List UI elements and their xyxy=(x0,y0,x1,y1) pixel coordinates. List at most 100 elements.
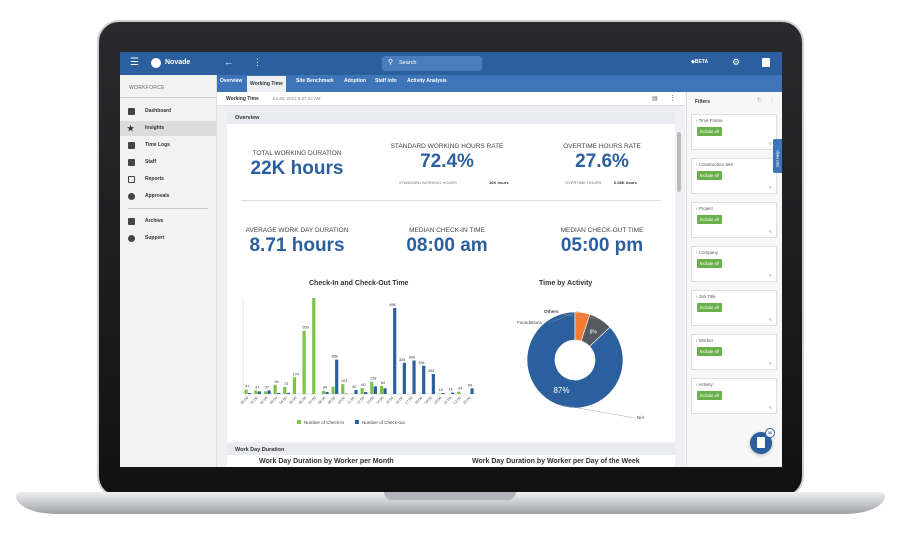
menu-icon[interactable]: ☰ xyxy=(130,57,139,68)
sidebar-item-approvals[interactable]: Approvals xyxy=(120,189,216,204)
filters-panel: Filters ↻ ⋮ › Time Frame Include all ✎ › Co… xyxy=(686,92,782,467)
donut-slice-others xyxy=(580,313,611,347)
keyboard-icon[interactable]: ▤ xyxy=(652,96,658,102)
slice-label: 8% xyxy=(590,329,598,335)
tab-bar: Overview Working Time Site Benchmark Ado… xyxy=(217,75,782,92)
tab-activity-analysis[interactable]: Activity Analysis xyxy=(407,78,447,84)
data-label: 128 xyxy=(370,377,376,381)
sidebar-item-time-logs[interactable]: Time Logs xyxy=(120,138,216,153)
help-icon xyxy=(128,235,135,242)
edit-icon[interactable]: ✎ xyxy=(768,185,772,190)
gear-icon[interactable]: ⚙ xyxy=(732,57,741,67)
edit-icon[interactable]: ✎ xyxy=(768,141,772,146)
data-label: 37 xyxy=(255,385,259,389)
filter-label[interactable]: › Activity xyxy=(696,382,713,387)
tab-adoption[interactable]: Adoption xyxy=(344,78,366,84)
more-vertical-icon[interactable]: ⋮ xyxy=(669,95,676,102)
bar-check-in xyxy=(370,381,374,394)
filter-box[interactable]: › Time Frame Include all ✎ xyxy=(691,114,777,150)
bar-check-out xyxy=(257,391,261,394)
edit-icon[interactable]: ✎ xyxy=(768,229,772,234)
kpi-label: OVERTIME HOURS RATE xyxy=(563,143,641,150)
filter-label[interactable]: › Time Frame xyxy=(696,118,723,123)
include-all-chip[interactable]: Include all xyxy=(697,303,722,312)
filter-box[interactable]: › Company Include all ✎ xyxy=(691,246,777,282)
bar-check-out xyxy=(441,393,445,394)
x-tick-label: 02:00 xyxy=(259,396,268,405)
beta-badge[interactable]: ◆BETA xyxy=(691,59,709,65)
kpi-value: 08:00 am xyxy=(406,235,488,256)
tab-site-benchmark[interactable]: Site Benchmark xyxy=(296,78,334,84)
search-box[interactable]: ⚲ Search xyxy=(382,56,482,71)
laptop-notch xyxy=(384,492,516,500)
get-help-tab[interactable]: Get Help xyxy=(773,139,782,173)
edit-icon[interactable]: ✎ xyxy=(768,273,772,278)
x-tick-label: 20:00 xyxy=(433,396,442,405)
filter-box[interactable]: › Worker Include all ✎ xyxy=(691,334,777,370)
bar-check-in xyxy=(283,386,287,394)
filter-label[interactable]: › Company xyxy=(696,250,719,255)
edit-icon[interactable]: ✎ xyxy=(768,361,772,366)
section-header: Work Day Duration xyxy=(227,444,675,455)
edit-icon[interactable]: ✎ xyxy=(768,405,772,410)
more-vertical-icon[interactable]: ⋮ xyxy=(769,98,775,104)
data-label: 37 xyxy=(265,385,269,389)
work-day-duration-card: Work Day Duration Work Day Duration by W… xyxy=(227,444,675,467)
tab-overview[interactable]: Overview xyxy=(220,78,243,84)
bar-check-in xyxy=(254,390,258,394)
include-all-chip[interactable]: Include all xyxy=(697,347,722,356)
data-label: 73 xyxy=(284,382,288,386)
overview-card: Overview TOTAL WORKING DURATION 22K hour… xyxy=(227,112,675,442)
include-all-chip[interactable]: Include all xyxy=(697,127,722,136)
slice-label: 87% xyxy=(553,386,569,395)
star-icon: ★ xyxy=(127,124,135,133)
x-tick-label: 05:00 xyxy=(288,396,297,405)
clipboard-fab[interactable]: 30 xyxy=(750,428,775,454)
search-input[interactable]: Search xyxy=(399,60,417,66)
leader-line xyxy=(560,313,598,319)
more-vertical-icon[interactable]: ⋮ xyxy=(253,57,262,67)
filter-label[interactable]: › Construction Site xyxy=(696,162,734,167)
filter-label[interactable]: › Job Title xyxy=(696,294,716,299)
edit-icon[interactable]: ✎ xyxy=(768,317,772,322)
filter-box[interactable]: › Project Include all ✎ xyxy=(691,202,777,238)
user-account-icon[interactable] xyxy=(762,58,770,67)
bar-check-out xyxy=(335,359,339,394)
filter-box[interactable]: › Job Title Include all ✎ xyxy=(691,290,777,326)
data-label: 24 xyxy=(458,387,462,391)
donut-slice-na xyxy=(526,311,624,409)
x-tick-label: 11:00 xyxy=(347,396,356,405)
data-label: 96 xyxy=(274,380,278,384)
data-label: 14 xyxy=(448,388,452,392)
bar-check-in xyxy=(360,388,364,394)
kpi-sub-value: 6.08K hours xyxy=(614,180,637,185)
include-all-chip[interactable]: Include all xyxy=(697,391,722,400)
data-label: 59 xyxy=(468,383,472,387)
include-all-chip[interactable]: Include all xyxy=(697,171,722,180)
filter-box[interactable]: › Construction Site Include all ✎ xyxy=(691,158,777,194)
scrollbar[interactable] xyxy=(677,132,681,192)
filter-box[interactable]: › Activity Include all ✎ xyxy=(691,378,777,414)
bar-check-in xyxy=(312,298,316,394)
tab-staff-info[interactable]: Staff Info xyxy=(375,78,397,84)
sidebar-item-reports[interactable]: Reports xyxy=(120,172,216,187)
tab-working-time[interactable]: Working Time xyxy=(247,76,286,92)
kpi-sub-label: OVERTIME HOURS xyxy=(565,180,602,185)
sidebar-item-support[interactable]: Support xyxy=(120,231,216,246)
data-label: 10 xyxy=(439,388,443,392)
include-all-chip[interactable]: Include all xyxy=(697,215,722,224)
include-all-chip[interactable]: Include all xyxy=(697,259,722,268)
data-label: 174 xyxy=(293,372,299,376)
sidebar-item-staff[interactable]: Staff xyxy=(120,155,216,170)
sidebar-item-dashboard[interactable]: Dashboard xyxy=(120,104,216,119)
filter-label[interactable]: › Project xyxy=(696,206,713,211)
back-arrow-icon[interactable]: ← xyxy=(224,57,233,67)
sidebar-item-archive[interactable]: Archive xyxy=(120,214,216,229)
sidebar-item-insights[interactable]: ★ Insights xyxy=(120,121,216,136)
x-tick-label: 13:00 xyxy=(366,396,375,405)
notification-badge: 30 xyxy=(765,428,775,438)
refresh-icon[interactable]: ↻ xyxy=(757,98,763,104)
data-label: 103 xyxy=(341,379,347,383)
laptop-base xyxy=(16,492,885,514)
filter-label[interactable]: › Worker xyxy=(696,338,714,343)
